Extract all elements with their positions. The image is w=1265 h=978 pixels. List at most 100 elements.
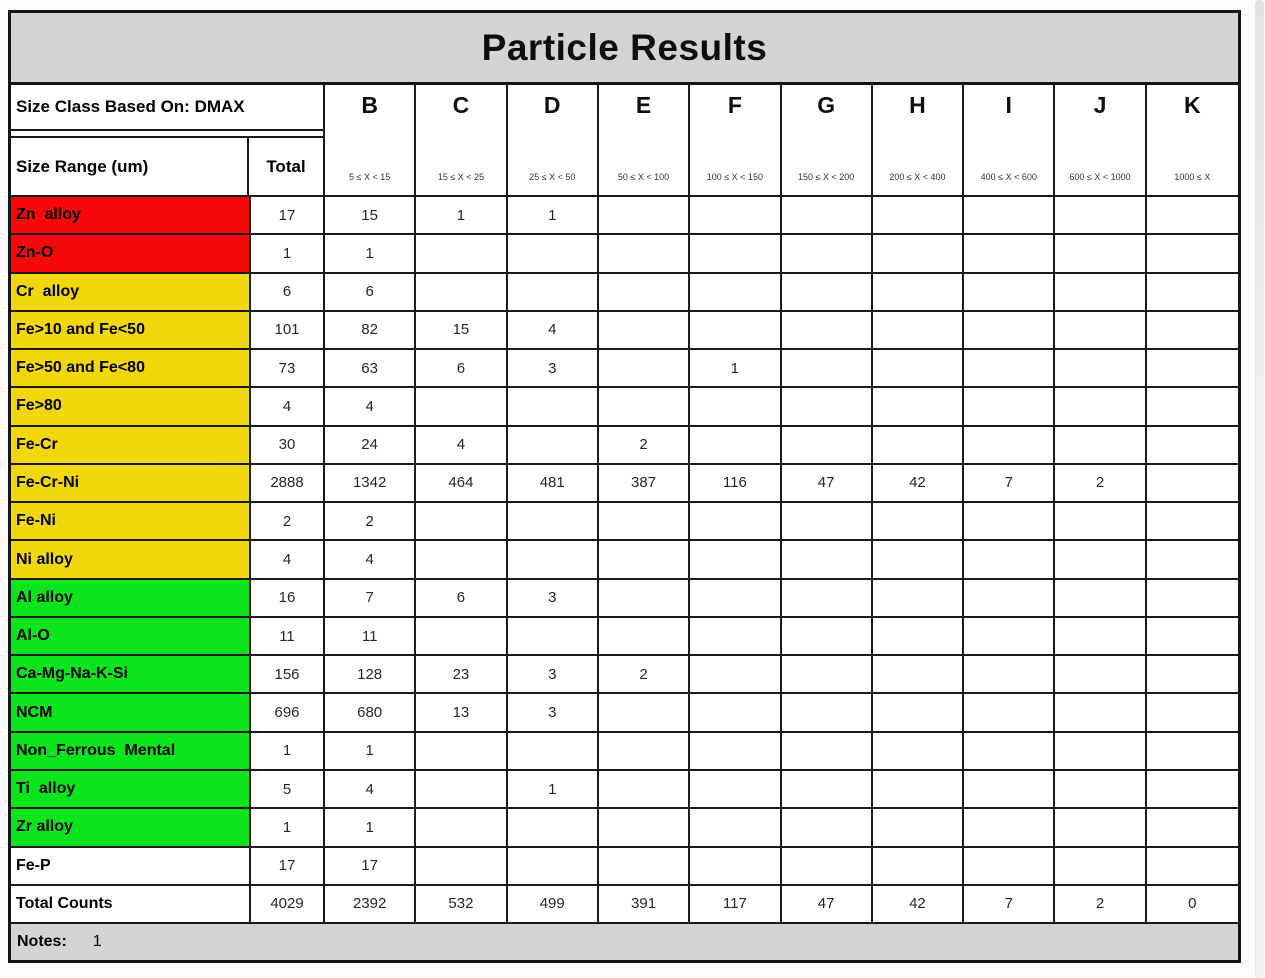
count-cell: [598, 273, 691, 312]
count-cell: [507, 847, 599, 886]
count-cell: [690, 617, 782, 657]
count-cell: [1055, 273, 1147, 312]
count-cell: 23: [416, 656, 508, 695]
count-cell: 6: [325, 273, 417, 312]
count-cell: [598, 197, 691, 236]
size-range-text: 50 ≤ X < 100: [617, 172, 670, 182]
count-cell: 4: [325, 541, 417, 580]
notes-value: 1: [92, 933, 102, 950]
count-cell: [507, 388, 599, 427]
count-cell: [964, 197, 1056, 236]
size-class-letter: D: [543, 92, 561, 118]
size-class-letter: K: [1184, 92, 1201, 118]
count-cell: [416, 732, 508, 771]
size-range-text: 200 ≤ X < 400: [889, 172, 946, 182]
count-cell: [781, 694, 873, 733]
count-cell: [872, 809, 965, 848]
count-cell: 2: [1055, 464, 1147, 504]
count-cell: [1146, 197, 1238, 236]
count-cell: 2: [1055, 885, 1147, 925]
count-cell: [1146, 580, 1238, 618]
count-cell: 0: [1146, 886, 1238, 925]
count-cell: [416, 503, 508, 542]
count-cell: [781, 273, 873, 312]
count-cell: [690, 503, 782, 542]
count-cell: [598, 694, 691, 733]
count-cell: [690, 273, 782, 312]
size-class-column-header: I 400 ≤ X < 600: [964, 85, 1056, 195]
count-cell: [1055, 809, 1147, 848]
count-cell: 7: [964, 464, 1056, 504]
count-cell: [1055, 503, 1147, 542]
size-class-letter: B: [361, 92, 378, 118]
count-cell: 4: [325, 388, 417, 427]
table-row: Ca-Mg-Na-K-Si 156 128 23 3 2: [11, 656, 1238, 695]
count-cell: 1: [690, 350, 782, 389]
count-cell: 3: [507, 579, 599, 618]
count-cell: [416, 617, 508, 657]
count-cell: [964, 770, 1056, 810]
table-row: Fe>50 and Fe<80 73 63 6 3 1: [11, 350, 1238, 389]
table-row: Zn-O 1 1: [11, 235, 1238, 274]
size-range-header: Size Range (um): [11, 138, 249, 195]
count-cell: [1055, 656, 1147, 695]
count-cell: 13: [416, 694, 508, 733]
count-cell: [598, 503, 691, 542]
count-cell: [781, 350, 873, 389]
row-label: NCM: [11, 694, 251, 733]
count-cell: [872, 197, 965, 236]
count-cell: 42: [872, 464, 965, 504]
size-class-letter: J: [1093, 92, 1107, 118]
count-cell: [781, 617, 873, 657]
row-label: Total Counts: [11, 885, 251, 925]
count-cell: [872, 694, 965, 733]
table-row: Fe-Ni 2 2: [11, 503, 1238, 542]
count-cell: [964, 388, 1056, 427]
count-cell: 3: [507, 350, 599, 389]
count-cell: 30: [251, 426, 325, 465]
size-range-text: 15 ≤ X < 25: [437, 172, 485, 182]
count-cell: [690, 847, 782, 886]
size-class-column-header: H 200 ≤ X < 400: [873, 85, 965, 195]
table-row: Al-O 11 11: [11, 617, 1238, 657]
size-class-column-header: K 1000 ≤ X: [1147, 85, 1238, 195]
count-cell: [507, 273, 599, 312]
count-cell: 11: [251, 617, 325, 657]
count-cell: [964, 235, 1056, 274]
count-cell: [872, 503, 965, 542]
count-cell: 2392: [325, 885, 417, 925]
row-label: Non_Ferrous Mental: [11, 732, 251, 771]
count-cell: 481: [507, 464, 599, 504]
size-class-column-header: G 150 ≤ X < 200: [782, 85, 873, 195]
count-cell: [1146, 274, 1238, 312]
notes-label: Notes:: [17, 933, 67, 950]
size-class-column-header: C 15 ≤ X < 25: [416, 85, 508, 195]
count-cell: [964, 426, 1056, 465]
count-cell: [964, 311, 1056, 351]
count-cell: [964, 656, 1056, 695]
count-cell: [872, 235, 965, 274]
count-cell: 15: [325, 197, 417, 236]
count-cell: [781, 770, 873, 810]
size-class-column-header: B 5 ≤ X < 15: [325, 85, 417, 195]
count-cell: [690, 732, 782, 771]
count-cell: [507, 503, 599, 542]
count-cell: 2: [598, 656, 691, 695]
count-cell: 73: [251, 350, 325, 389]
row-label: Fe>80: [11, 388, 251, 427]
count-cell: 4: [325, 770, 417, 810]
count-cell: [964, 809, 1056, 848]
size-class-letter: G: [817, 92, 836, 118]
count-cell: [1146, 312, 1238, 351]
table-row: Fe-Cr 30 24 4 2: [11, 426, 1238, 465]
count-cell: [1055, 770, 1147, 810]
row-label: Fe>10 and Fe<50: [11, 311, 251, 351]
count-cell: [690, 197, 782, 236]
scrollbar-track[interactable]: [1255, 0, 1264, 978]
size-class-letter: F: [727, 92, 742, 118]
count-cell: [872, 273, 965, 312]
row-label: Fe-P: [11, 847, 251, 886]
count-cell: 7: [325, 579, 417, 618]
count-cell: 17: [325, 847, 417, 886]
count-cell: 1: [251, 732, 325, 771]
